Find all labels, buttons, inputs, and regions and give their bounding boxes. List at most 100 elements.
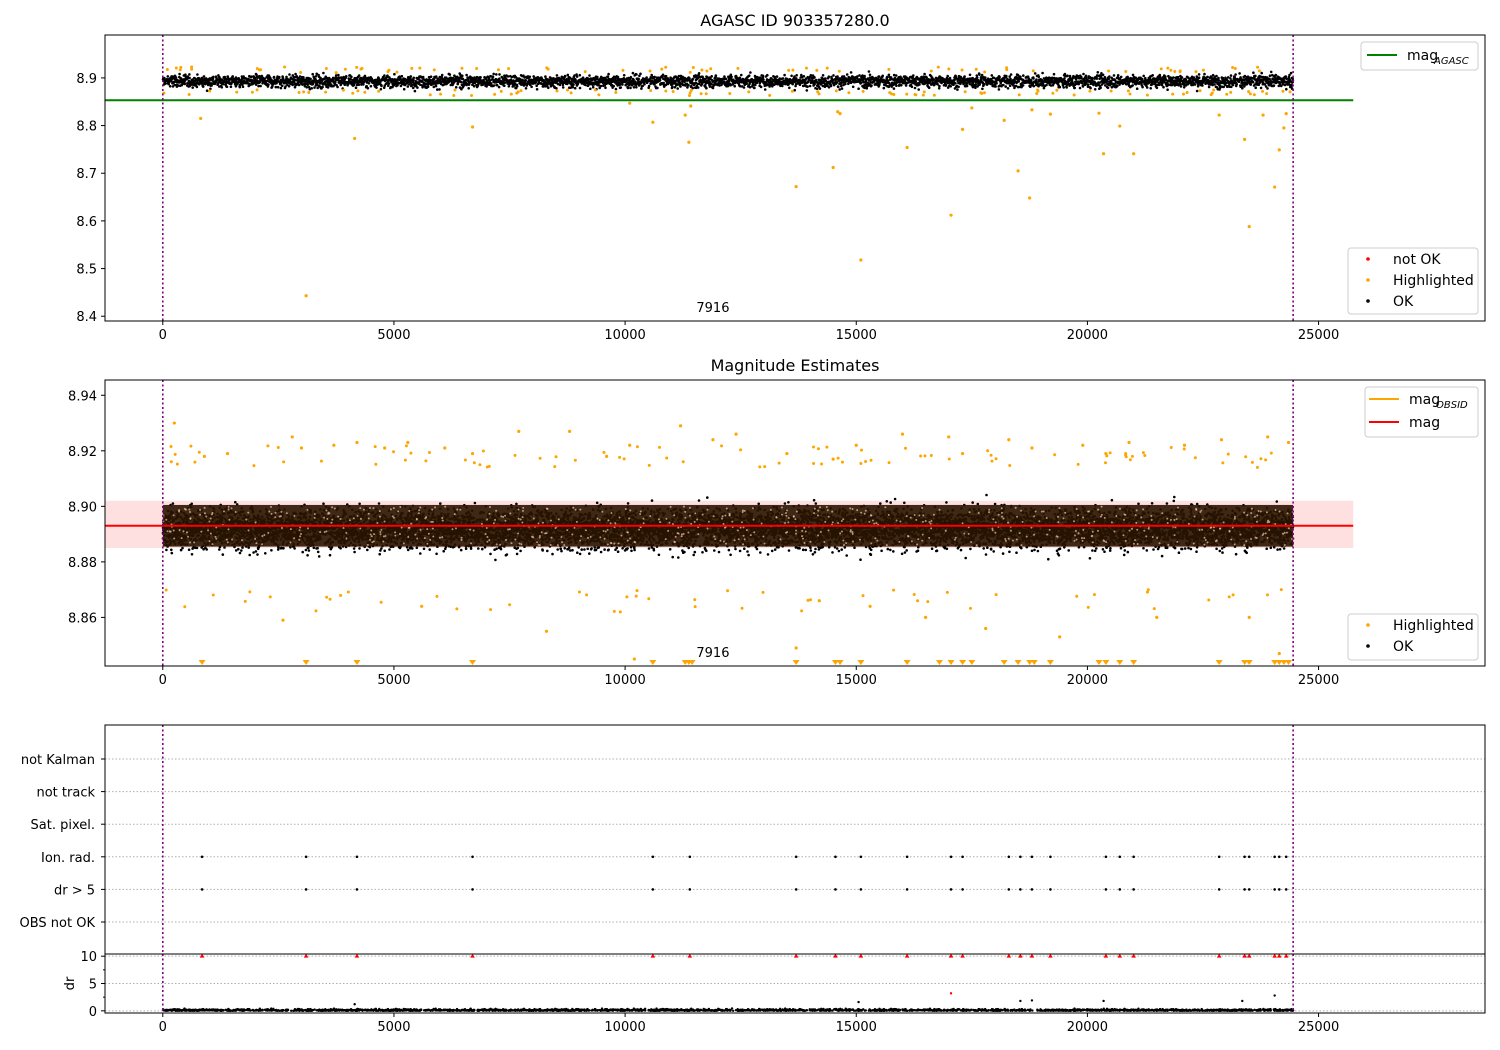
ok-point [1066, 74, 1069, 77]
highlighted-point [974, 67, 978, 71]
highlighted-point [837, 69, 841, 73]
ok-point [190, 502, 193, 506]
highlighted-point [255, 88, 259, 92]
ok-point [805, 89, 809, 92]
ok-point [426, 85, 430, 88]
ok-point [284, 85, 287, 88]
ok-point [171, 502, 175, 505]
ok-point [195, 85, 199, 89]
ok-point [183, 82, 187, 86]
ok-point [263, 77, 267, 80]
ok-point [336, 85, 339, 89]
ok-point [997, 88, 1001, 91]
ok-point [946, 74, 949, 78]
ok-point [1201, 84, 1204, 87]
ok-point [1241, 86, 1244, 90]
ok-point [1022, 74, 1025, 77]
highlighted-point [688, 70, 692, 74]
ok-point [791, 82, 794, 86]
ok-point [956, 88, 959, 91]
highlighted-series [199, 101, 1288, 298]
highlighted-point [1209, 93, 1213, 97]
ok-point [267, 83, 270, 86]
highlighted-point [353, 136, 357, 141]
ok-point [1203, 72, 1206, 76]
highlighted-point [768, 93, 772, 97]
ok-point [1179, 85, 1183, 88]
ok-point [535, 88, 539, 91]
highlighted-point [356, 89, 360, 93]
ok-point [339, 82, 343, 85]
highlighted-point [470, 93, 474, 97]
highlighted-point [628, 101, 632, 105]
ok-point [298, 75, 302, 78]
ok-point [1065, 86, 1068, 89]
ok-point [795, 74, 798, 77]
highlighted-point [324, 67, 328, 71]
highlighted-point [1247, 225, 1251, 229]
ok-point [403, 83, 407, 87]
ok-point [200, 82, 204, 85]
ok-point [1135, 87, 1139, 90]
ok-point [342, 75, 346, 79]
ok-point [1042, 86, 1046, 90]
ok-point [173, 83, 176, 87]
highlighted-point [1002, 118, 1006, 122]
ok-point [220, 86, 224, 89]
ok-point [1215, 74, 1218, 78]
ok-point [845, 73, 849, 76]
ok-point [281, 84, 284, 88]
ok-point [459, 80, 463, 84]
ok-point [697, 72, 701, 75]
ok-point [742, 86, 746, 89]
highlighted-point [386, 70, 390, 74]
ok-point [530, 85, 533, 89]
highlighted-point [825, 66, 829, 70]
ok-point [421, 75, 425, 79]
ok-point [1272, 84, 1276, 87]
ok-point [978, 73, 981, 76]
ok-point [411, 86, 415, 90]
agasc-magnitude-panel: AGASC ID 903357280.00 5000 10000 15000 20000… [76, 11, 1486, 343]
ok-point [225, 85, 229, 89]
ok-point [241, 85, 245, 88]
ok-point [832, 74, 835, 77]
ok-point [870, 84, 873, 87]
ok-point [325, 76, 329, 80]
x-tick-label: 0 [159, 328, 167, 343]
ok-point [1004, 85, 1007, 88]
highlighted-point [704, 92, 708, 96]
highlighted-point [343, 67, 347, 71]
ok-point [762, 78, 765, 81]
highlighted-point [699, 92, 703, 96]
ok-point [584, 83, 587, 87]
ok-point [837, 85, 840, 89]
ok-point [1145, 86, 1149, 89]
ok-point [380, 84, 383, 88]
ok-point [656, 86, 659, 90]
ok-point [436, 88, 439, 91]
ok-point [321, 85, 324, 89]
highlighted-point [235, 90, 239, 94]
highlighted-point [683, 113, 687, 117]
highlighted-point [983, 70, 987, 74]
ok-point [544, 75, 547, 78]
ok-point [379, 87, 383, 91]
highlighted-point [1030, 108, 1034, 112]
highlighted-point [250, 90, 254, 94]
ok-point [238, 85, 242, 89]
ok-point [631, 71, 635, 75]
highlighted-point [847, 91, 851, 95]
legend-marker [1366, 299, 1370, 303]
highlighted-point [936, 65, 940, 69]
highlighted-point [341, 88, 345, 92]
ok-point [910, 85, 914, 89]
ok-point [259, 84, 262, 88]
highlighted-point [569, 91, 573, 95]
ok-point [331, 76, 335, 80]
highlighted-point [859, 258, 863, 262]
ok-point [495, 73, 498, 76]
legend-label: Highlighted [1393, 273, 1474, 289]
ok-point [877, 75, 881, 78]
highlighted-point [165, 68, 169, 72]
